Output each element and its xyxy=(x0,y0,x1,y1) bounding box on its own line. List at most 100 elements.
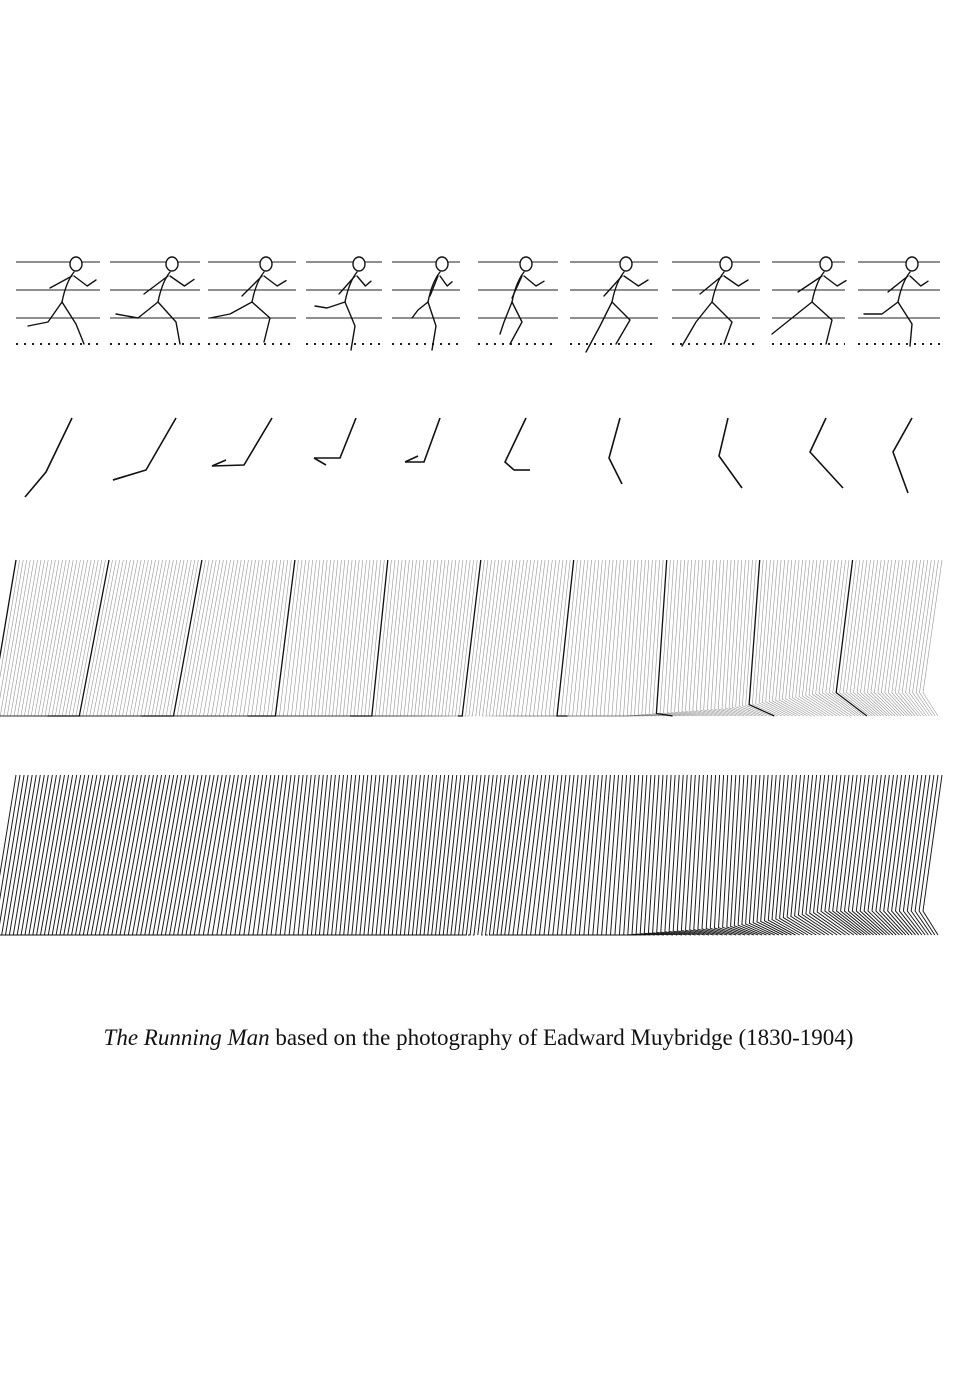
interpolated-line xyxy=(798,559,830,717)
interpolated-line xyxy=(705,774,728,936)
runner-arm-front xyxy=(823,275,847,287)
interpolated-line xyxy=(840,774,871,936)
runner-silhouette xyxy=(771,256,847,345)
interpolated-line xyxy=(521,559,542,717)
interpolated-line xyxy=(145,559,206,717)
interpolated-line xyxy=(721,559,745,717)
interpolated-line xyxy=(272,559,317,717)
interpolated-line xyxy=(735,559,760,717)
interpolated-line xyxy=(805,774,838,936)
leg-stick-foot xyxy=(313,457,327,466)
runner-torso xyxy=(251,271,265,303)
leg-stick-figure xyxy=(211,417,273,467)
runner-arm-front xyxy=(73,275,97,287)
runner-leg-front xyxy=(157,301,181,345)
interpolated-leg-lines-dark xyxy=(0,774,943,936)
runner-arm-back xyxy=(887,275,909,293)
keyframe-line xyxy=(141,559,203,717)
runner-leg-front xyxy=(811,301,833,345)
leg-stick-figure xyxy=(892,417,913,494)
interpolated-line xyxy=(641,559,657,717)
interpolated-line xyxy=(680,774,701,936)
interpolated-line xyxy=(768,559,797,717)
interpolated-line xyxy=(859,774,887,936)
interpolated-line xyxy=(565,774,583,936)
interpolated-line xyxy=(152,559,213,717)
interpolated-line xyxy=(870,559,896,717)
leg-stick-figure-frames xyxy=(24,417,913,498)
runner-silhouette xyxy=(115,256,195,345)
interpolated-line xyxy=(741,774,767,936)
runner-torso xyxy=(344,271,358,303)
interpolated-line xyxy=(492,559,514,717)
interpolated-line xyxy=(205,559,260,717)
interpolated-line xyxy=(795,559,827,717)
runner-arm-front xyxy=(909,275,929,287)
interpolated-line xyxy=(172,559,231,717)
interpolated-line xyxy=(509,559,532,717)
interpolated-line xyxy=(570,774,587,936)
runner-torso xyxy=(157,271,171,303)
interpolated-line xyxy=(0,774,25,925)
keyframe-line xyxy=(748,559,775,717)
interpolated-line xyxy=(292,559,335,717)
interpolated-line xyxy=(418,559,449,717)
interpolated-line xyxy=(561,774,579,936)
interpolated-line xyxy=(688,559,709,717)
runner-silhouette xyxy=(411,256,453,351)
runner-head xyxy=(352,256,366,272)
interpolated-line xyxy=(809,774,842,936)
interpolated-line xyxy=(365,559,403,717)
interpolated-line xyxy=(0,559,27,717)
interpolated-line xyxy=(405,559,439,717)
caption-text: based on the photography of Eadward Muyb… xyxy=(269,1025,854,1050)
interpolated-line xyxy=(668,774,687,936)
interpolated-line xyxy=(78,559,142,717)
interpolated-line xyxy=(693,774,714,936)
interpolated-line xyxy=(914,774,935,936)
interpolated-line xyxy=(745,559,771,717)
interpolated-line xyxy=(492,774,514,936)
interpolated-line xyxy=(627,774,642,936)
interpolated-line xyxy=(300,559,342,717)
interpolated-line xyxy=(717,559,741,717)
interpolated-line xyxy=(495,559,517,717)
interpolated-line xyxy=(260,559,306,717)
leg-stick-figure xyxy=(24,417,73,498)
interpolated-line xyxy=(448,559,474,717)
interpolated-line xyxy=(156,559,217,717)
interpolated-line xyxy=(902,774,923,936)
interpolated-line xyxy=(163,559,224,717)
interpolated-line xyxy=(898,559,919,717)
interpolated-line xyxy=(637,559,653,717)
interpolated-line xyxy=(134,559,196,717)
interpolated-line xyxy=(564,559,582,717)
interpolated-line xyxy=(847,774,878,936)
interpolated-line xyxy=(409,559,442,717)
interpolated-line xyxy=(560,559,578,717)
interpolated-line xyxy=(499,559,521,717)
interpolated-line xyxy=(201,559,256,717)
interpolated-line xyxy=(277,559,321,717)
interpolated-line xyxy=(239,559,288,717)
interpolated-line xyxy=(681,559,701,717)
interpolated-line xyxy=(578,774,595,936)
interpolated-line xyxy=(779,774,809,936)
interpolated-line xyxy=(631,774,646,936)
interpolated-line xyxy=(623,774,637,936)
interpolated-line xyxy=(607,559,621,717)
interpolated-line xyxy=(898,774,920,936)
runner-arm-back xyxy=(699,275,723,295)
interpolated-line xyxy=(396,559,431,717)
interpolated-line xyxy=(692,559,713,717)
runner-head xyxy=(619,256,633,272)
runner-torso xyxy=(611,271,625,303)
interpolated-line xyxy=(659,559,677,717)
interpolated-line xyxy=(100,559,163,717)
leg-stick-figure xyxy=(718,417,743,489)
runner-arm-back xyxy=(241,275,263,297)
runner-arm-front xyxy=(523,275,545,287)
runner-arm-front xyxy=(623,275,649,287)
interpolated-line xyxy=(825,559,859,717)
keyframe-line xyxy=(835,559,868,717)
